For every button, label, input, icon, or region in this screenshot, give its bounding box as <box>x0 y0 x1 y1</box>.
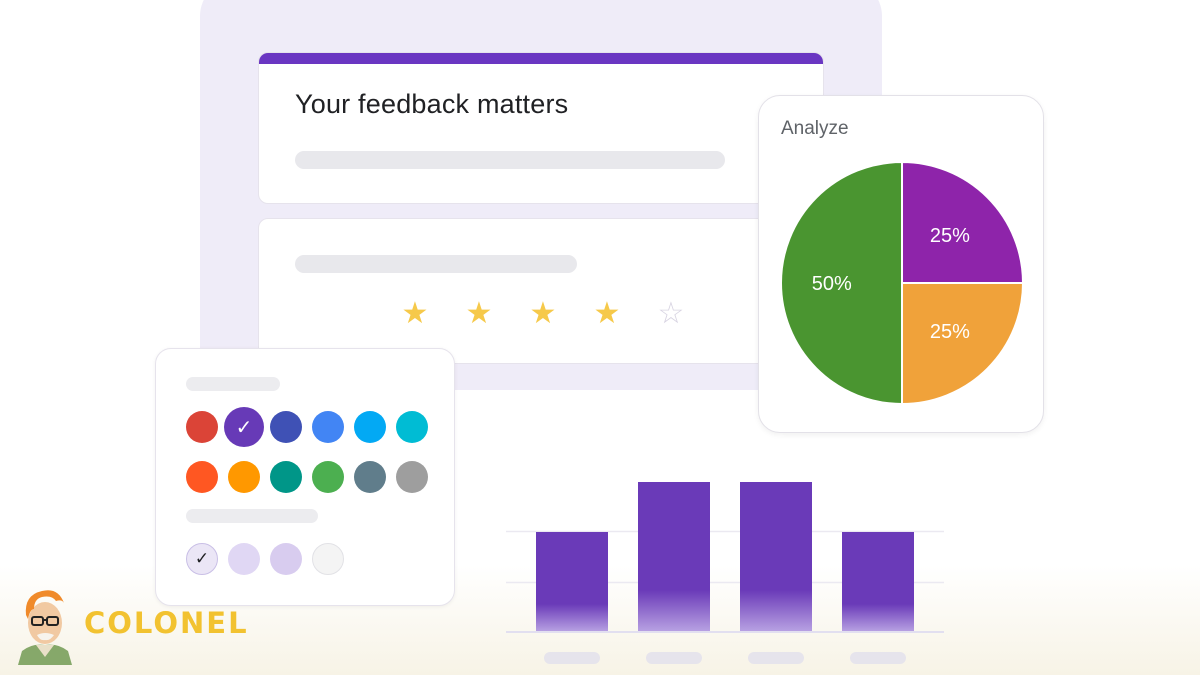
color-swatch[interactable] <box>186 411 218 443</box>
star-icon[interactable]: ★ <box>465 297 493 330</box>
pie-slice-label: 25% <box>930 225 970 247</box>
check-icon: ✓ <box>194 549 210 568</box>
x-label-placeholder <box>748 652 804 664</box>
colonel-mascot-logo <box>18 590 72 665</box>
background-tint-swatch[interactable] <box>312 543 344 575</box>
pie-slice <box>780 160 903 406</box>
pie-slice-label: 50% <box>812 273 852 295</box>
star-icon[interactable]: ★ <box>529 297 557 330</box>
form-title: Your feedback matters <box>295 89 569 119</box>
star-icon[interactable]: ★ <box>401 297 429 330</box>
bar <box>740 482 812 632</box>
color-swatch[interactable] <box>228 461 260 493</box>
background-tint-swatch[interactable]: ✓ <box>186 543 218 575</box>
color-swatch[interactable] <box>312 411 344 443</box>
color-swatch[interactable]: ✓ <box>224 407 264 447</box>
form-accent-bar <box>259 53 823 64</box>
pie-slice-label: 25% <box>930 321 970 343</box>
star-rating[interactable]: ★ ★ ★ ★ ☆ <box>399 299 687 329</box>
feedback-title-card: Your feedback matters <box>258 52 824 204</box>
analyze-label: Analyze <box>781 118 849 139</box>
color-swatch[interactable] <box>354 461 386 493</box>
pie-slice <box>901 282 1025 406</box>
rating-question-card: ★ ★ ★ ★ ☆ <box>258 218 824 364</box>
analyze-card: Analyze 25% 25% 50% <box>758 95 1044 433</box>
star-icon[interactable]: ★ <box>593 297 621 330</box>
star-icon[interactable]: ☆ <box>657 297 685 330</box>
bar <box>536 532 608 632</box>
color-swatch[interactable] <box>396 461 428 493</box>
color-swatch[interactable] <box>312 461 344 493</box>
color-label-placeholder <box>186 377 280 391</box>
color-swatch[interactable] <box>270 461 302 493</box>
check-icon: ✓ <box>235 416 253 439</box>
color-swatch[interactable] <box>396 411 428 443</box>
bar <box>842 532 914 632</box>
description-placeholder <box>295 151 725 169</box>
x-label-placeholder <box>646 652 702 664</box>
brand-name: COLONEL <box>84 606 249 640</box>
color-swatch[interactable] <box>270 411 302 443</box>
bar-chart <box>506 482 944 664</box>
background-tint-swatch[interactable] <box>270 543 302 575</box>
pie-slice <box>901 160 1025 284</box>
x-label-placeholder <box>544 652 600 664</box>
theme-color-card: ✓ ✓ <box>155 348 455 606</box>
x-label-placeholder <box>850 652 906 664</box>
color-swatch[interactable] <box>354 411 386 443</box>
bar <box>638 482 710 632</box>
pie-chart: 25% 25% 50% <box>780 160 1025 406</box>
question-placeholder <box>295 255 577 273</box>
background-label-placeholder <box>186 509 318 523</box>
color-swatch[interactable] <box>186 461 218 493</box>
background-tint-swatch[interactable] <box>228 543 260 575</box>
